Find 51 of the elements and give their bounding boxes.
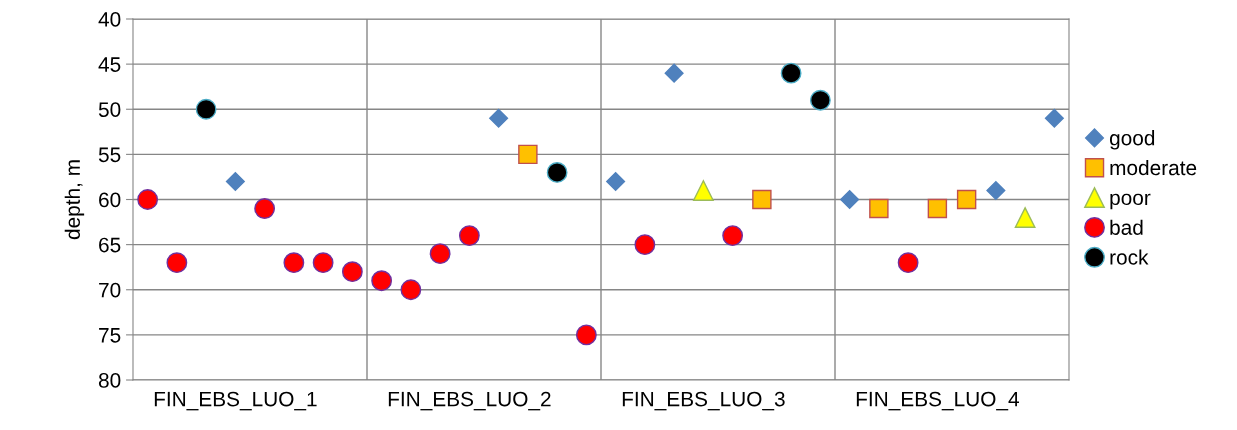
- legend-label: moderate: [1110, 159, 1197, 176]
- y-tick-label: 80: [98, 373, 121, 388]
- y-tick-label: 40: [98, 12, 121, 27]
- point: [752, 189, 772, 210]
- point: [722, 225, 744, 247]
- point: [371, 270, 393, 292]
- point: [692, 180, 714, 201]
- y-tick-label: 70: [99, 282, 121, 298]
- point: [400, 279, 422, 301]
- point: [254, 198, 276, 219]
- y-tick-label: 75: [99, 328, 121, 343]
- x-tick-label: FIN_EBS_LUO_2: [388, 391, 551, 411]
- point: [575, 324, 597, 346]
- point: [840, 189, 860, 210]
- legend-label: good: [1109, 130, 1155, 150]
- point: [634, 234, 656, 256]
- y-tick-label: 50: [98, 102, 121, 117]
- point: [489, 108, 509, 128]
- point: [956, 189, 977, 210]
- point: [518, 144, 538, 165]
- x-tick-label: FIN_EBS_LUO_3: [622, 391, 785, 411]
- point: [166, 252, 188, 274]
- point: [312, 252, 334, 274]
- point: [780, 62, 802, 84]
- point: [1014, 207, 1036, 228]
- y-axis-title: depth, m: [64, 160, 85, 240]
- x-tick-label: FIN_EBS_LUO_1: [154, 391, 317, 411]
- point: [546, 162, 568, 183]
- legend-label: rock: [1110, 249, 1149, 265]
- point: [606, 171, 626, 191]
- y-tick-label: 60: [99, 192, 121, 208]
- y-tick-label: 45: [98, 57, 121, 72]
- point: [458, 225, 480, 247]
- point: [869, 198, 889, 219]
- point: [341, 261, 363, 283]
- point: [225, 171, 245, 191]
- point: [429, 243, 451, 265]
- point: [897, 252, 919, 274]
- y-tick-label: 65: [99, 237, 121, 253]
- legend-label: poor: [1110, 193, 1151, 210]
- point: [283, 252, 305, 274]
- point: [664, 63, 684, 83]
- point: [809, 89, 831, 111]
- legend-label: bad: [1110, 219, 1143, 235]
- point: [195, 98, 217, 120]
- y-tick-label: 55: [98, 147, 121, 163]
- x-tick-label: FIN_EBS_LUO_4: [856, 391, 1019, 411]
- point: [1044, 108, 1064, 128]
- point: [137, 189, 159, 210]
- point: [927, 198, 948, 219]
- point: [986, 180, 1006, 201]
